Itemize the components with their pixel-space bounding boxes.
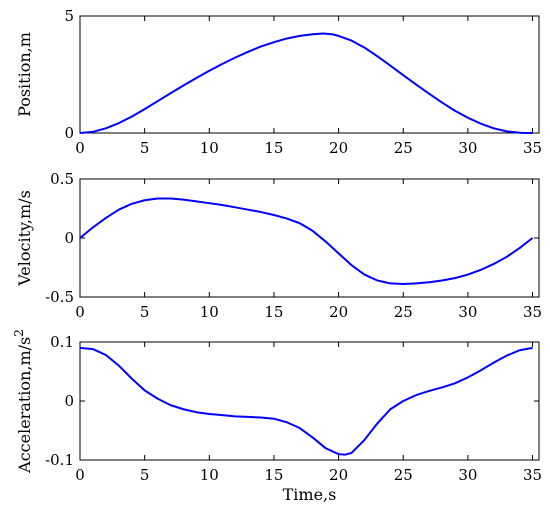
- position-y-tick-label: 0: [64, 124, 74, 142]
- velocity-y-tick-label: 0.5: [50, 170, 74, 188]
- position-y-axis-label: Position,m: [15, 32, 34, 117]
- acceleration-x-tick-label: 15: [264, 466, 283, 484]
- velocity-y-tick-label: 0: [64, 229, 74, 247]
- acceleration-series-line: [79, 346, 533, 456]
- position-y-tick-label: 5: [64, 7, 74, 25]
- acceleration-x-tick-label: 25: [394, 466, 413, 484]
- position-x-tick-label: 0: [75, 139, 85, 157]
- position-x-tick-label: 15: [264, 139, 283, 157]
- position-x-tick-label: 10: [200, 139, 219, 157]
- position-x-tick-label: 5: [140, 139, 150, 157]
- velocity-y-axis-label-text: Velocity,m/s: [15, 190, 34, 287]
- acceleration-y-tick-label: -0.1: [45, 451, 74, 469]
- velocity-y-axis-label: Velocity,m/s: [15, 190, 34, 287]
- velocity-x-tick-label: 35: [523, 303, 542, 321]
- acceleration-y-axis-label-text: Acceleration,m/s: [15, 337, 34, 474]
- acceleration-x-tick-label: 5: [140, 466, 150, 484]
- velocity-x-tick-label: 20: [329, 303, 348, 321]
- position-x-tick-label: 30: [458, 139, 477, 157]
- position-series-line: [79, 32, 533, 134]
- acceleration-y-tick-label: 0: [64, 392, 74, 410]
- acceleration-plot-frame: [79, 341, 540, 461]
- acceleration-y-axis-label-superscript: 2: [12, 329, 26, 337]
- acceleration-x-tick-label: 20: [329, 466, 348, 484]
- acceleration-x-tick-label: 30: [458, 466, 477, 484]
- velocity-y-tick-label: -0.5: [45, 288, 74, 306]
- acceleration-panel: 0 5 10 15 20 25 30 35-0.100.1Acceleration,m/s2T…: [12, 329, 542, 504]
- position-plot-frame: [79, 15, 540, 134]
- acceleration-x-axis-label: Time,s: [283, 485, 337, 504]
- acceleration-x-tick-label: 0: [75, 466, 85, 484]
- velocity-x-tick-label: 30: [458, 303, 477, 321]
- position-panel: 0 5 10 15 20 25 30 35 0 5 Position,m: [15, 7, 542, 157]
- velocity-x-tick-label: 0: [75, 303, 85, 321]
- velocity-x-tick-label: 5: [140, 303, 150, 321]
- acceleration-y-axis-label: Acceleration,m/s2: [12, 329, 34, 474]
- position-x-tick-label: 25: [394, 139, 413, 157]
- acceleration-x-tick-label: 10: [200, 466, 219, 484]
- position-x-tick-label: 35: [523, 139, 542, 157]
- position-x-tick-label: 20: [329, 139, 348, 157]
- velocity-x-tick-label: 25: [394, 303, 413, 321]
- position-y-axis-label-text: Position,m: [15, 32, 34, 117]
- velocity-plot-frame: [79, 178, 540, 298]
- velocity-series-line: [79, 197, 534, 286]
- acceleration-x-tick-label: 35: [523, 466, 542, 484]
- velocity-x-tick-label: 15: [264, 303, 283, 321]
- acceleration-y-tick-label: 0.1: [50, 333, 74, 351]
- velocity-x-tick-label: 10: [200, 303, 219, 321]
